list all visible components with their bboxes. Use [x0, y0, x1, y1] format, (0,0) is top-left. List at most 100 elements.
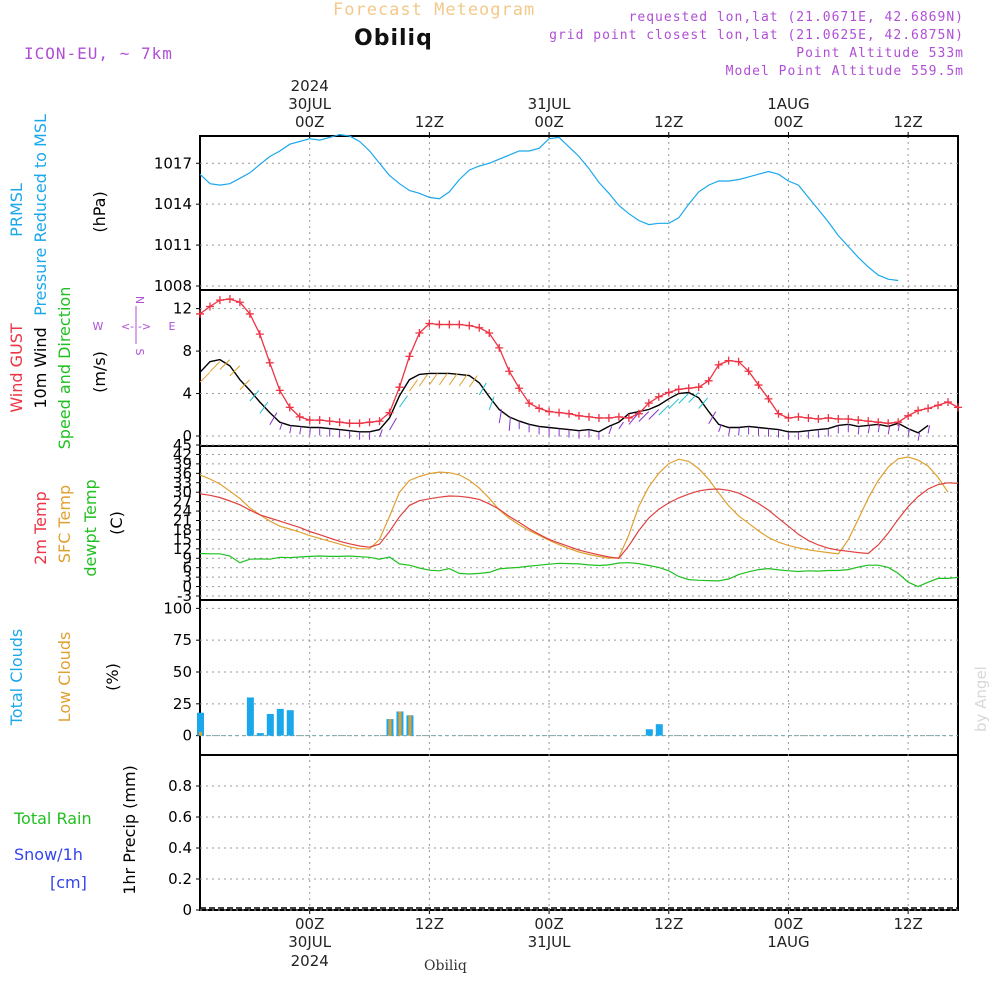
tick-label: 12 — [173, 540, 192, 558]
gust-marker — [634, 409, 643, 418]
wind-direction-arrow — [917, 432, 920, 441]
wind-direction-arrow — [907, 428, 910, 437]
wind-direction-arrow — [379, 429, 383, 438]
wind-direction-arrow — [199, 371, 211, 383]
gust-marker — [215, 296, 224, 305]
dewpoint-series-line — [199, 552, 959, 588]
gust-marker — [375, 417, 384, 426]
gust-series-line — [199, 298, 959, 424]
time-hour-label: 00Z — [534, 113, 563, 131]
tick-label: 42 — [173, 445, 192, 463]
gust-marker — [565, 409, 574, 418]
time-hour-label: 12Z — [654, 915, 683, 933]
sfc-temp-label: SFC Temp — [55, 485, 74, 563]
wind-direction-arrow — [438, 373, 448, 386]
gust-marker — [385, 408, 394, 417]
gust-marker — [225, 295, 234, 304]
total-cloud-bar — [256, 733, 264, 736]
gust-marker — [674, 385, 683, 394]
gust-marker — [904, 411, 913, 420]
total-cloud-bar — [246, 697, 254, 736]
tick-label: 1014 — [154, 195, 192, 213]
total-cloud-bar — [266, 714, 274, 736]
wind-direction-arrow — [618, 421, 624, 430]
gust-marker — [415, 329, 424, 338]
gust-marker — [724, 356, 733, 365]
gust-marker — [584, 412, 593, 421]
wind-gust-label: Wind GUST — [7, 323, 26, 413]
gust-marker — [824, 413, 833, 422]
temp-2m-series-line — [199, 482, 959, 559]
gust-marker — [744, 367, 753, 376]
time-hour-label: 00Z — [534, 915, 563, 933]
gust-marker — [325, 417, 334, 426]
wind-direction-arrow — [887, 426, 891, 435]
gust-marker — [335, 418, 344, 427]
wind-direction-arrow — [448, 373, 458, 386]
gust-marker — [535, 404, 544, 413]
gust-marker — [804, 413, 813, 422]
gust-marker — [395, 383, 404, 392]
time-hour-label: 00Z — [295, 113, 324, 131]
wind-direction-arrow — [658, 404, 670, 416]
tick-label: 33 — [173, 474, 192, 492]
tick-label: 0.2 — [168, 870, 192, 888]
low-cloud-bar — [388, 719, 392, 736]
wind-direction-arrow — [728, 427, 731, 436]
panel-frame-c — [199, 599, 959, 756]
time-date-label: 30JUL — [288, 95, 331, 113]
total-cloud-bar — [197, 712, 204, 736]
wind-direction-arrow — [638, 411, 650, 422]
wind-direction-arrow — [488, 396, 495, 411]
gust-marker — [624, 413, 633, 422]
total-cloud-bar — [655, 724, 663, 736]
gust-marker — [205, 302, 214, 311]
chart-title: Forecast Meteogram — [333, 0, 536, 20]
gust-marker — [864, 417, 873, 426]
prmsl-series-line — [199, 133, 899, 282]
station-name: Obiliq — [354, 26, 433, 51]
gust-marker — [954, 403, 962, 412]
tick-label: 36 — [173, 464, 192, 482]
wind-direction-arrow — [688, 392, 699, 403]
wind-direction-arrow — [209, 361, 221, 372]
wind-direction-arrow — [668, 398, 680, 410]
gust-marker — [435, 320, 444, 329]
gust-marker — [275, 386, 284, 395]
time-date-label: 30JUL — [288, 933, 331, 951]
gust-marker — [884, 419, 893, 428]
gust-marker — [295, 412, 304, 421]
time-hour-label: 12Z — [893, 113, 922, 131]
gust-marker — [285, 403, 294, 412]
tick-label: 18 — [173, 521, 192, 539]
gust-marker — [345, 419, 354, 428]
tick-label: 0 — [182, 578, 192, 596]
tick-label: 100 — [163, 599, 192, 617]
tick-label: 1017 — [154, 154, 192, 172]
gust-marker — [445, 320, 454, 329]
wind-direction-arrow — [628, 413, 639, 425]
wind-direction-arrow — [428, 373, 438, 386]
gust-marker — [774, 409, 783, 418]
gust-marker — [934, 401, 943, 410]
panel-frame-r — [199, 754, 959, 911]
wind-direction-arrow — [219, 359, 231, 370]
time-year-label: 2024 — [291, 77, 329, 95]
compass-south: S — [133, 349, 146, 356]
gust-marker — [245, 309, 254, 318]
wind-direction-arrow — [508, 416, 511, 431]
tick-label: 4 — [182, 385, 192, 403]
total-cloud-bar — [276, 708, 284, 736]
time-hour-label: 12Z — [415, 915, 444, 933]
low-cloud-bar — [398, 711, 402, 736]
gust-marker — [425, 319, 434, 328]
wind-direction-arrow — [269, 412, 278, 426]
total-cloud-bar — [645, 729, 653, 736]
time-hour-label: 00Z — [295, 915, 324, 933]
gust-marker — [355, 419, 364, 428]
wind-direction-arrow — [289, 425, 292, 434]
tick-label: 30 — [173, 483, 192, 501]
wind-speed-series-line — [199, 358, 929, 434]
gust-marker — [754, 381, 763, 390]
